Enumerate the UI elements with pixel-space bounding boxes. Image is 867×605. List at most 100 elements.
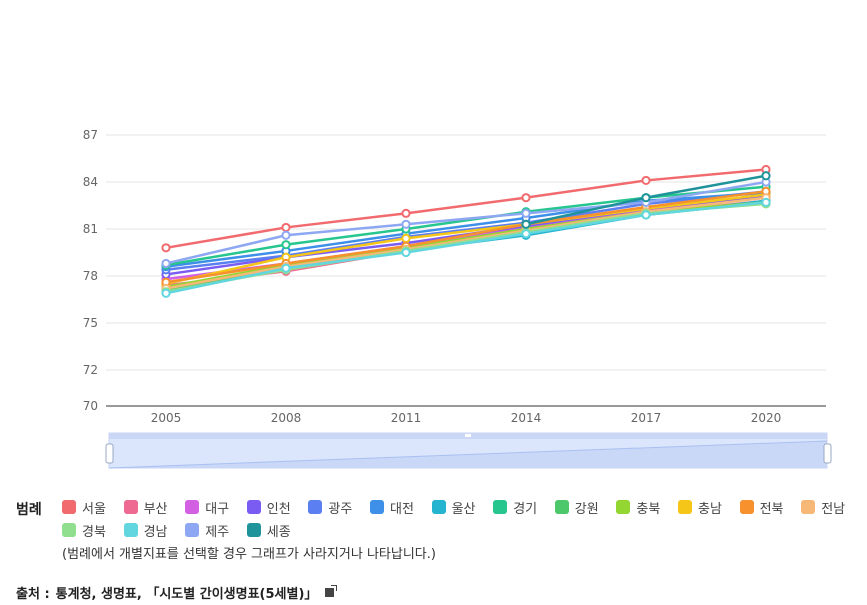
data-point[interactable] [161,258,171,269]
legend-item-경기[interactable]: 경기 [493,497,537,517]
data-point[interactable] [521,208,531,218]
y-tick-label: 84 [83,175,98,189]
range-slider[interactable] [105,432,832,469]
x-tick-label: 2014 [511,411,542,425]
legend-swatch [185,523,200,537]
legend-item-세종[interactable]: 세종 [246,520,291,540]
series-line[interactable] [165,201,767,292]
x-tick-label: 2017 [631,411,662,425]
legend-swatch [185,500,200,514]
legend-item-충북[interactable]: 충북 [616,497,660,517]
data-point[interactable] [401,208,411,218]
legend-item-대전[interactable]: 대전 [370,497,414,517]
data-point[interactable] [281,263,291,273]
legend-label: 충남 [698,501,722,517]
series-세종[interactable] [521,171,771,229]
legend-label: 세종 [266,524,291,540]
legend-label: 경남 [143,524,168,540]
range-slider-preview-line [108,440,828,469]
legend-swatch [801,500,816,514]
data-point[interactable] [281,240,291,250]
legend-swatch [62,500,76,514]
y-tick-label: 70 [83,399,98,413]
legend-item-경북[interactable]: 경북 [62,520,106,540]
legend-item-강원[interactable]: 강원 [554,497,599,517]
series-lines[interactable] [161,164,771,298]
series-line[interactable] [165,185,767,267]
data-point[interactable] [401,219,411,229]
legend-item-충남[interactable]: 충남 [678,497,722,517]
data-point[interactable] [521,229,531,239]
range-slider-right-handle[interactable] [823,443,832,464]
legend-label: 제주 [205,524,230,540]
series-line[interactable] [165,190,767,284]
legend-swatch [493,500,508,514]
series-line[interactable] [165,190,767,271]
legend-title: 범례 [16,502,42,518]
x-axis-ticks: 2005 2008 2011 2014 2017 2020 [151,411,782,425]
series-경남[interactable] [161,197,771,298]
data-point[interactable] [761,171,771,181]
series-강원[interactable] [161,197,771,295]
line-chart: 70 72 75 78 81 84 87 2005 2008 2011 2014 2017 2020 [83,128,832,469]
x-tick-label: 2008 [271,411,302,425]
legend-label: 대구 [205,501,230,517]
legend-swatch [678,500,692,514]
legend-item-서울[interactable]: 서울 [62,497,106,517]
legend-item-인천[interactable]: 인천 [246,497,291,517]
series-line[interactable] [165,193,767,286]
data-point[interactable] [521,219,531,229]
legend-item-광주[interactable]: 광주 [308,497,352,517]
data-point[interactable] [281,230,291,240]
legend-label: 광주 [328,501,353,517]
data-point[interactable] [281,222,291,233]
legend-item-부산[interactable]: 부산 [123,497,168,517]
data-point[interactable] [761,197,771,207]
series-line[interactable] [165,180,767,265]
range-slider-grip[interactable] [465,434,471,437]
legend-swatch [246,500,261,514]
data-point[interactable] [641,210,651,220]
legend-item-전북[interactable]: 전북 [739,497,784,517]
legend-item-울산[interactable]: 울산 [431,497,476,517]
data-point[interactable] [521,193,531,203]
data-point[interactable] [161,288,171,298]
legend-item-경남[interactable]: 경남 [123,520,168,540]
series-line[interactable] [165,202,767,293]
series-line[interactable] [165,196,767,290]
legend-swatch [308,500,323,514]
y-tick-label: 81 [83,222,98,236]
data-point[interactable] [401,247,411,258]
legend-label: 충북 [636,501,661,517]
series-line[interactable] [165,201,767,295]
legend-item-대구[interactable]: 대구 [185,497,229,517]
legend-item-전남[interactable]: 전남 [801,497,845,517]
data-point[interactable] [641,175,651,186]
source-label: 출처 : [16,587,50,602]
legend-swatch [370,500,384,514]
legend-item-제주[interactable]: 제주 [185,520,229,540]
source-text: 통계청, 생명표, 「시도별 간이생명표(5세별)」 [55,587,318,602]
x-tick-label: 2020 [751,411,782,425]
range-slider-left-handle[interactable] [105,443,114,464]
data-point[interactable] [161,243,171,253]
y-tick-label: 72 [83,363,98,377]
series-line[interactable] [165,199,767,293]
legend-label: 대전 [390,501,414,517]
data-point[interactable] [401,233,411,243]
legend-label: 울산 [451,501,476,517]
legend-label: 경북 [82,524,106,540]
x-tick-label: 2011 [391,411,422,425]
legend-swatch [554,500,569,514]
series-경북[interactable] [161,199,771,297]
series-제주[interactable] [161,177,771,269]
y-tick-label: 87 [83,128,98,142]
series-line[interactable] [165,168,767,250]
y-tick-label: 75 [83,316,98,330]
legend-swatch [431,500,446,514]
external-link-icon[interactable] [325,585,338,597]
legend-label: 경기 [513,501,538,517]
legend-swatch [616,500,631,514]
legend-label: 서울 [82,501,106,517]
data-point[interactable] [641,193,651,203]
